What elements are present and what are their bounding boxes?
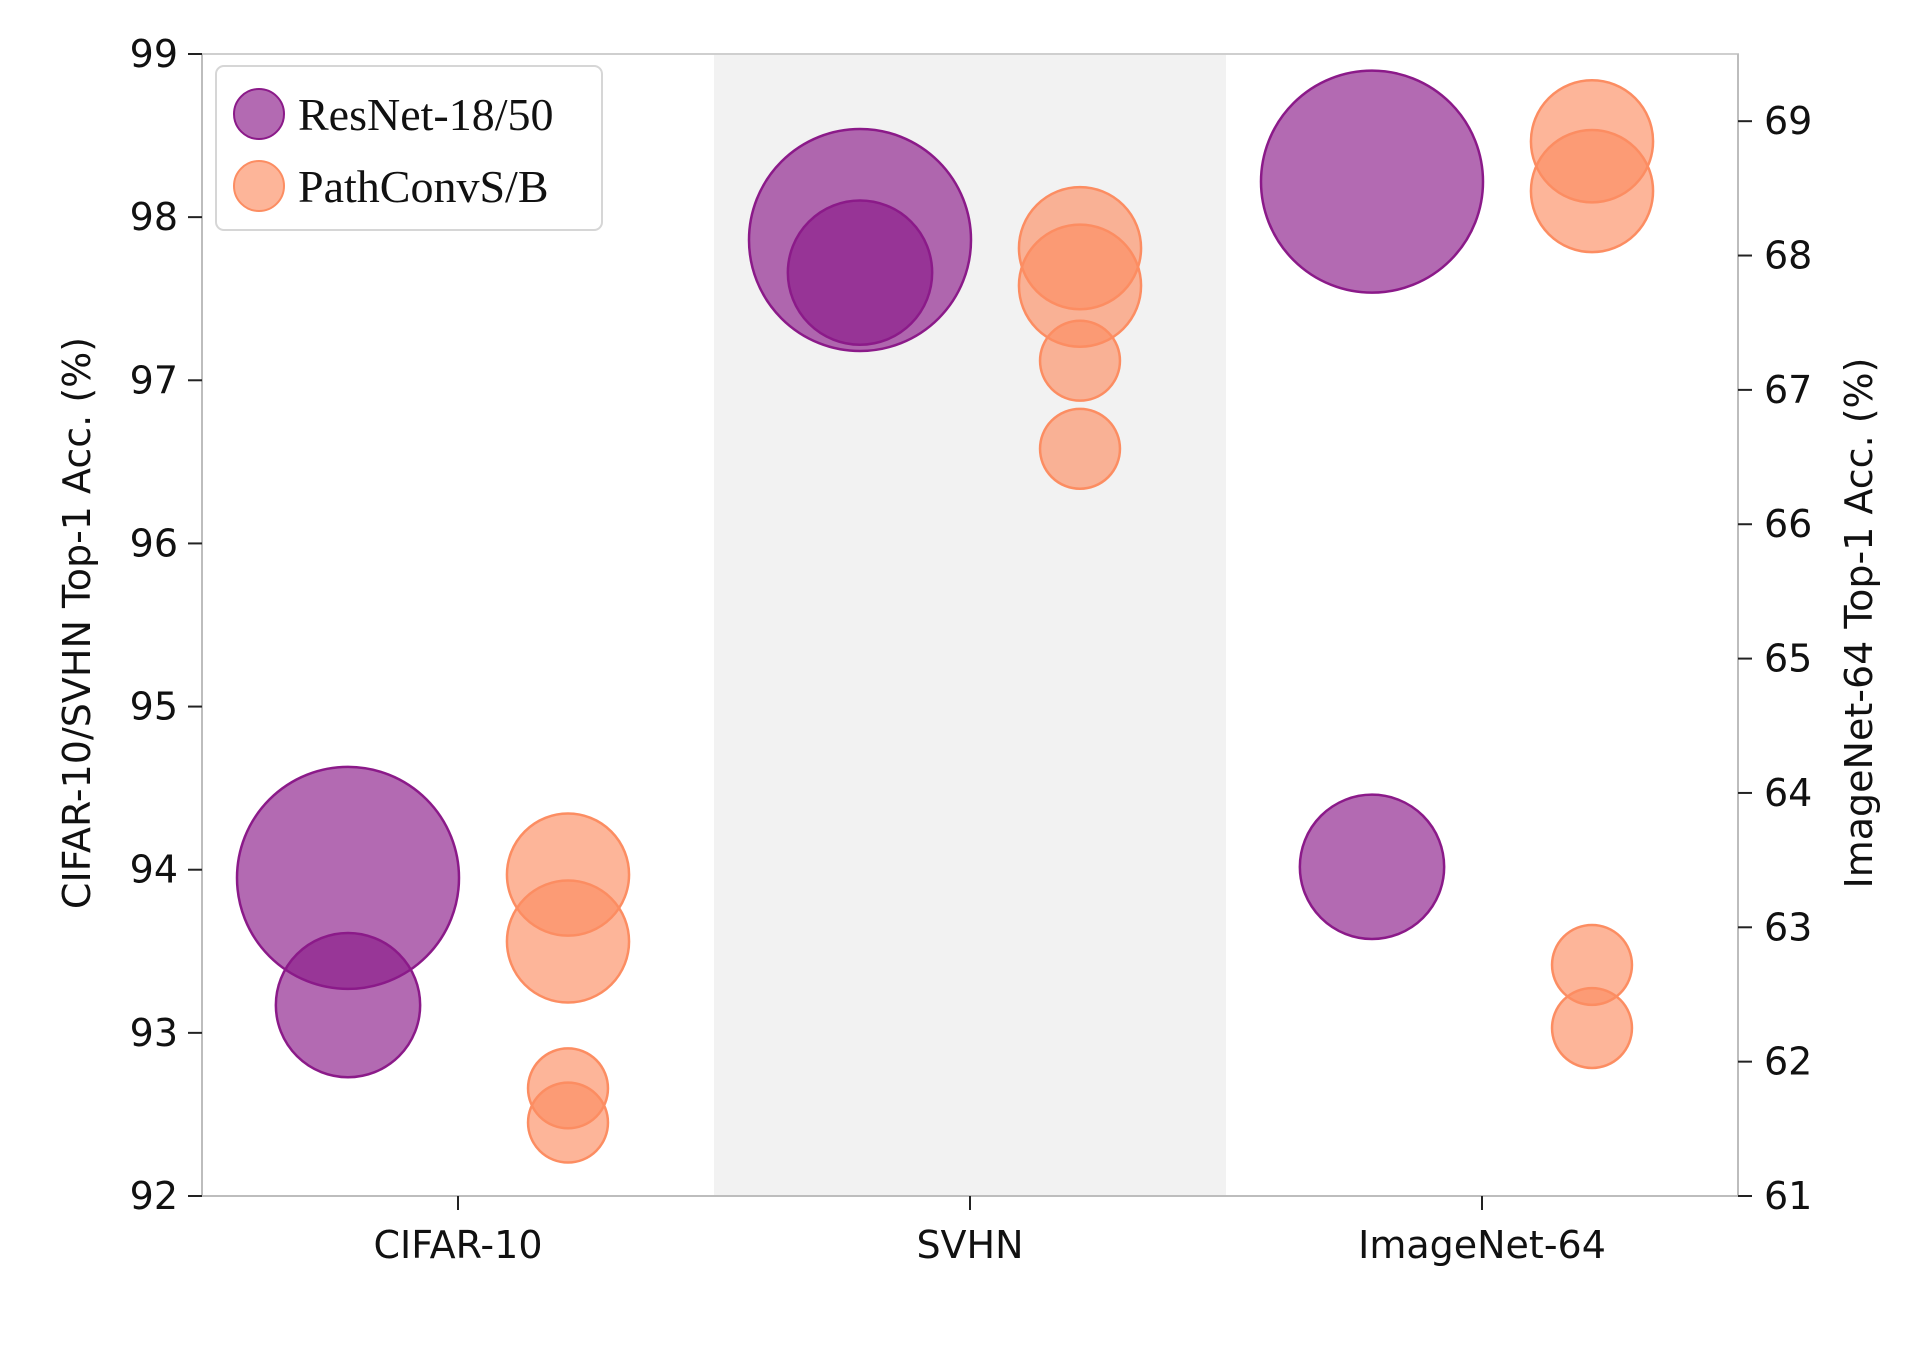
y-left-tick-label: 96 <box>130 521 178 565</box>
bubble-pathconv-imagenet-64 <box>1550 986 1634 1070</box>
bubble-resnet-imagenet-64 <box>1259 69 1485 294</box>
legend-label-resnet: ResNet-18/50 <box>298 89 554 140</box>
y-right-tick-label: 66 <box>1764 502 1812 546</box>
x-tick-label-svhn: SVHN <box>916 1223 1023 1267</box>
y-right-tick-label: 64 <box>1764 771 1812 815</box>
y-axis-left-title: CIFAR-10/SVHN Top-1 Acc. (%) <box>55 337 99 909</box>
legend-label-pathconv: PathConvS/B <box>298 161 549 212</box>
y-left-tick-label: 99 <box>130 32 178 76</box>
y-left-tick-label: 93 <box>130 1011 178 1055</box>
y-right-tick-label: 69 <box>1764 99 1812 143</box>
bubble-pathconv-cifar-10 <box>505 879 631 1004</box>
bubbles <box>235 69 1655 1164</box>
legend-box <box>215 65 603 231</box>
y-right-tick-label: 62 <box>1764 1040 1812 1084</box>
y-left-tick-label: 97 <box>130 358 178 402</box>
bubble-pathconv-svhn <box>1038 319 1122 402</box>
y-left-tick-label: 92 <box>130 1174 178 1218</box>
bubble-pathconv-imagenet-64 <box>1529 128 1655 254</box>
y-right-tick-label: 68 <box>1764 234 1812 278</box>
x-tick-label-cifar-10: CIFAR-10 <box>373 1223 542 1267</box>
legend-marker-resnet <box>233 88 285 140</box>
bubble-resnet-svhn <box>786 199 934 347</box>
y-right-tick-label: 65 <box>1764 637 1812 681</box>
bubble-resnet-cifar-10 <box>274 931 422 1079</box>
y-left-tick-label: 94 <box>130 848 178 892</box>
axis-ticks: 92 93 94 95 96 97 98 99 61 62 63 64 65 66 67 68 69 CIFAR-… <box>130 32 1813 1267</box>
y-right-tick-label: 61 <box>1764 1174 1812 1218</box>
bubble-pathconv-svhn <box>1038 407 1122 491</box>
bubble-resnet-imagenet-64 <box>1298 793 1446 941</box>
bubble-pathconv-cifar-10 <box>526 1081 610 1164</box>
y-left-tick-label: 98 <box>130 195 178 239</box>
y-left-tick-label: 95 <box>130 685 178 729</box>
legend-marker-pathconv <box>233 160 285 212</box>
y-axis-right-title: ImageNet-64 Top-1 Acc. (%) <box>1837 358 1881 889</box>
y-right-tick-label: 63 <box>1764 905 1812 949</box>
y-right-tick-label: 67 <box>1764 368 1812 412</box>
legend: ResNet-18/50 PathConvS/B <box>215 65 603 231</box>
x-tick-label-imagenet-64: ImageNet-64 <box>1358 1223 1606 1267</box>
